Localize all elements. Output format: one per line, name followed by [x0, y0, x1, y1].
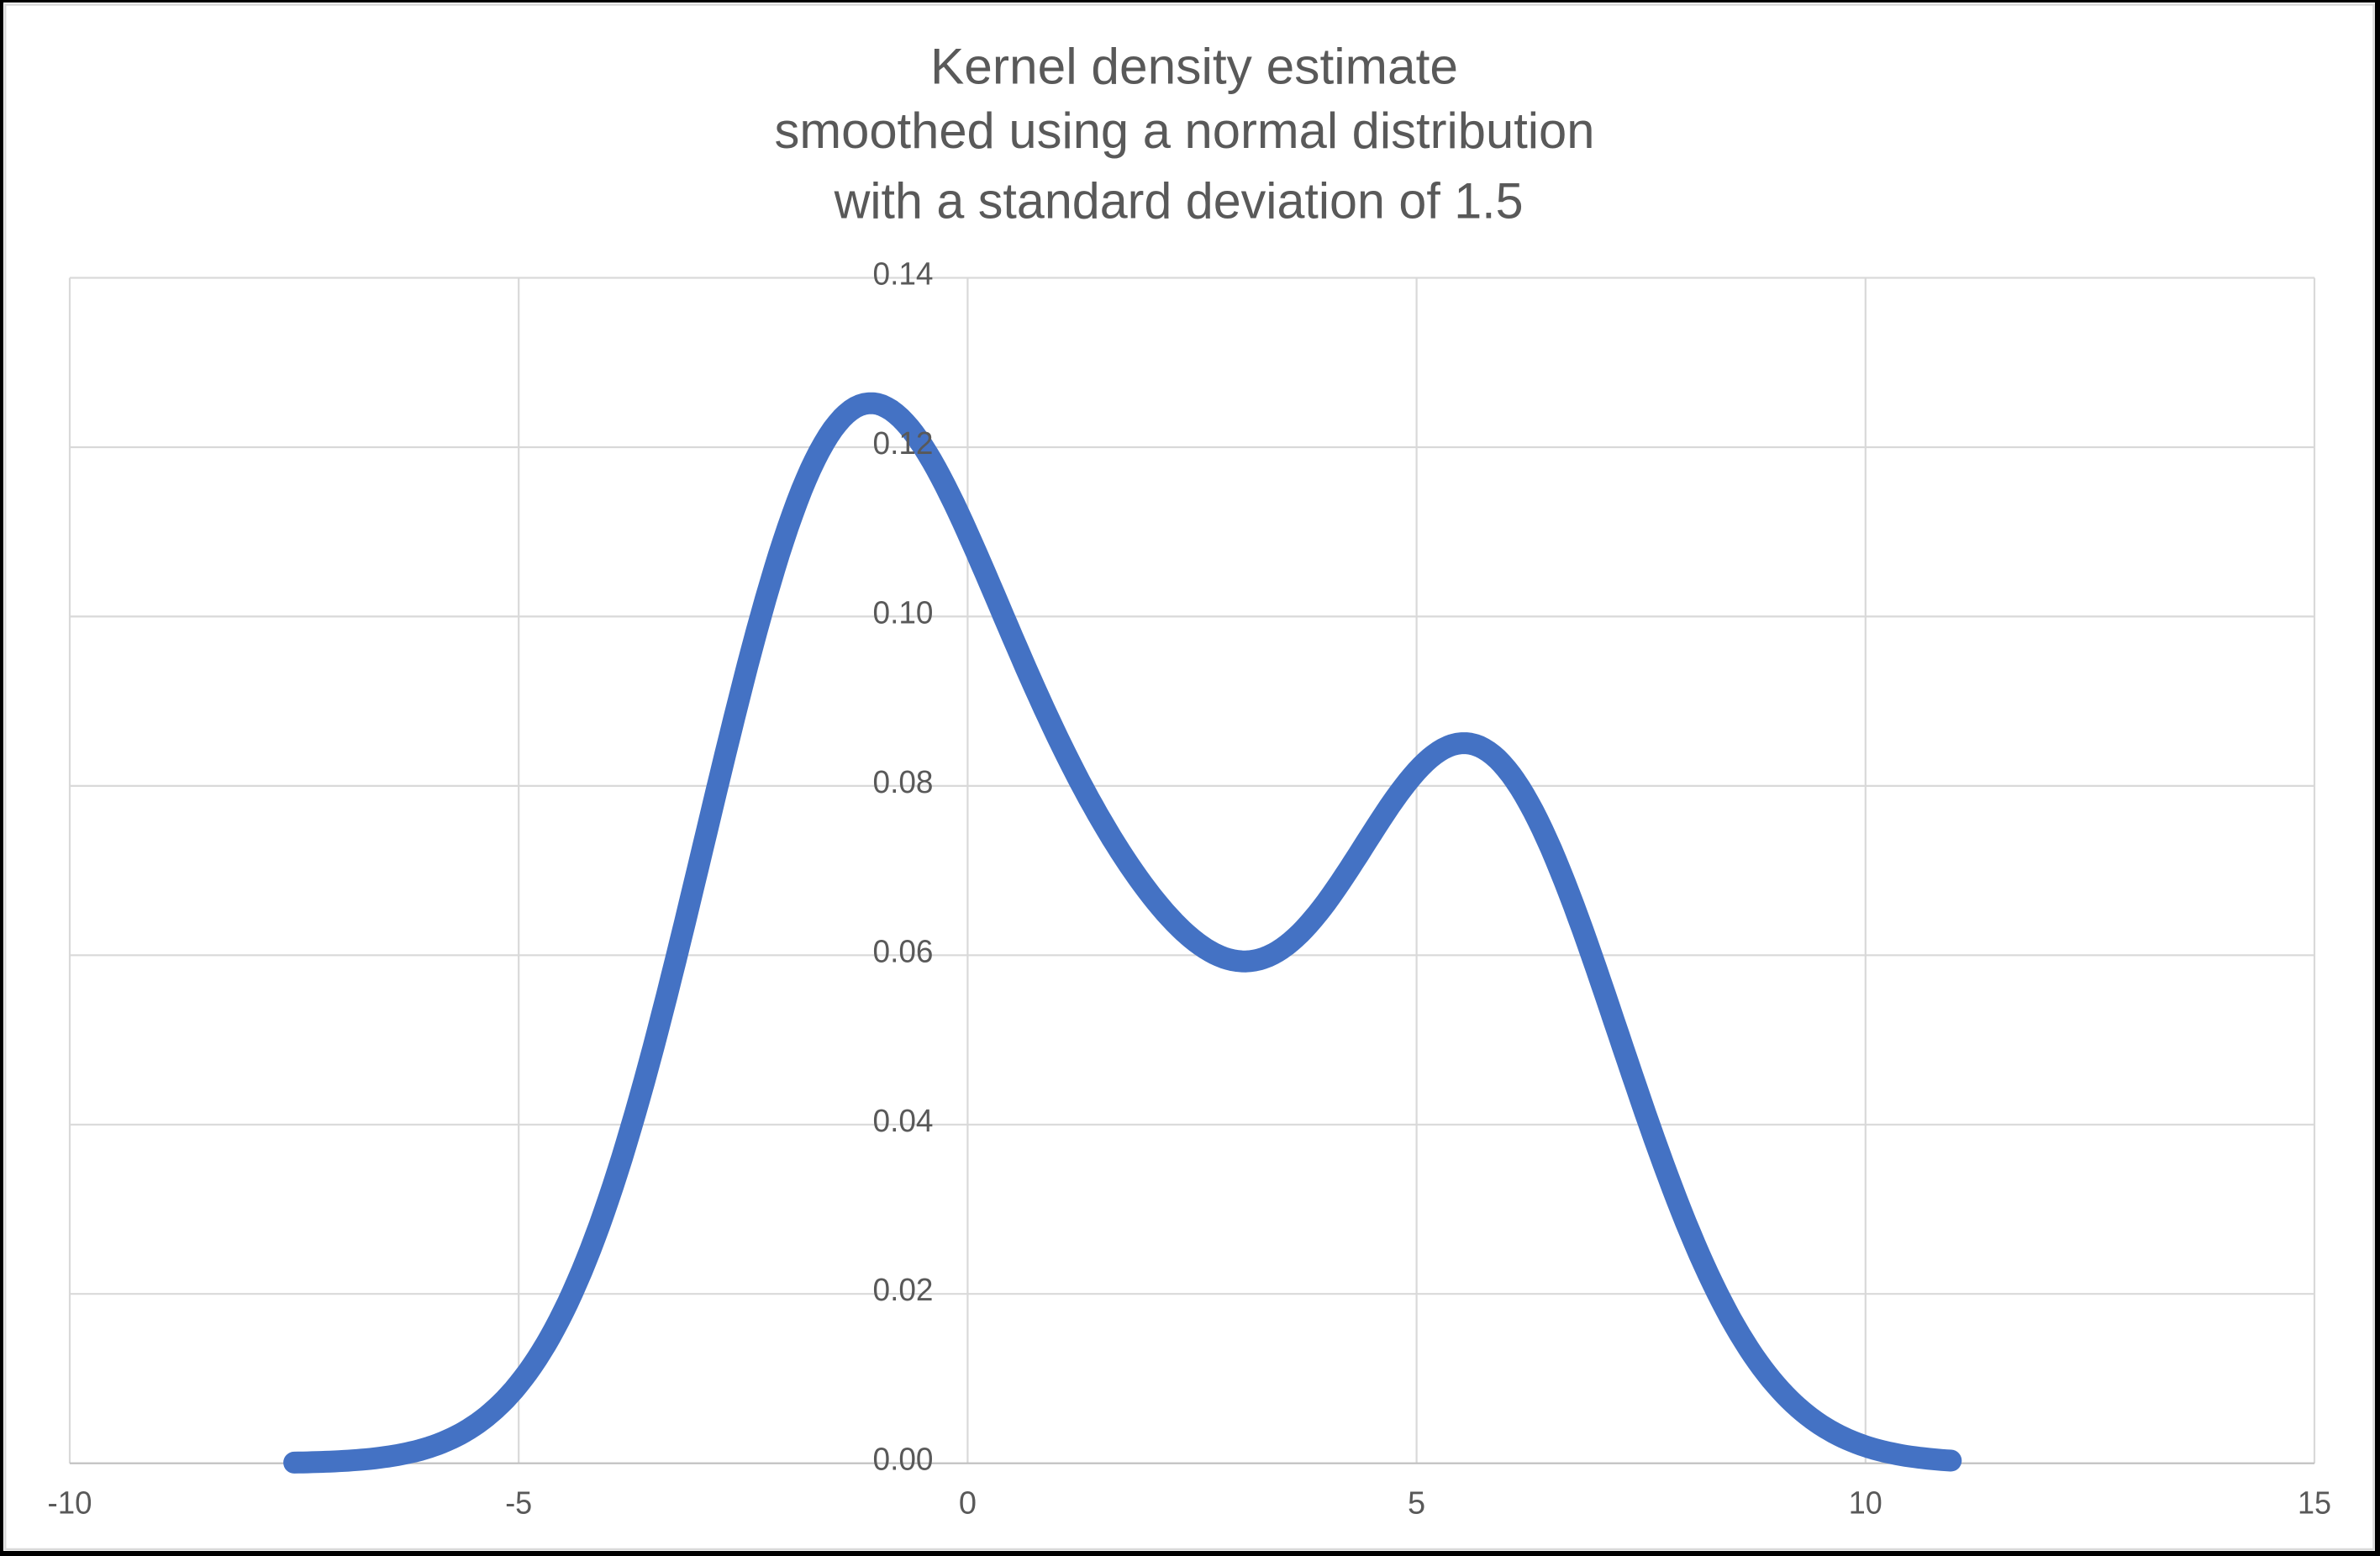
svg-text:0.04: 0.04	[873, 1104, 934, 1139]
svg-text:Kernel density estimate: Kernel density estimate	[930, 38, 1458, 94]
svg-text:-10: -10	[48, 1485, 92, 1521]
svg-text:0: 0	[959, 1485, 977, 1521]
svg-text:15: 15	[2298, 1485, 2331, 1521]
svg-text:0.06: 0.06	[873, 934, 934, 969]
svg-text:0.12: 0.12	[873, 426, 934, 462]
svg-text:5: 5	[1408, 1485, 1425, 1521]
svg-text:0.02: 0.02	[873, 1273, 934, 1308]
svg-text:10: 10	[1849, 1485, 1882, 1521]
svg-text:0.14: 0.14	[873, 257, 934, 293]
svg-text:0.10: 0.10	[873, 595, 934, 630]
svg-text:0.08: 0.08	[873, 765, 934, 800]
svg-text:0.00: 0.00	[873, 1443, 934, 1478]
svg-text:with a standard deviation of 1: with a standard deviation of 1.5	[834, 172, 1524, 229]
svg-text:smoothed using a normal distri: smoothed using a normal distribution	[775, 103, 1595, 159]
svg-text:-5: -5	[505, 1485, 532, 1521]
